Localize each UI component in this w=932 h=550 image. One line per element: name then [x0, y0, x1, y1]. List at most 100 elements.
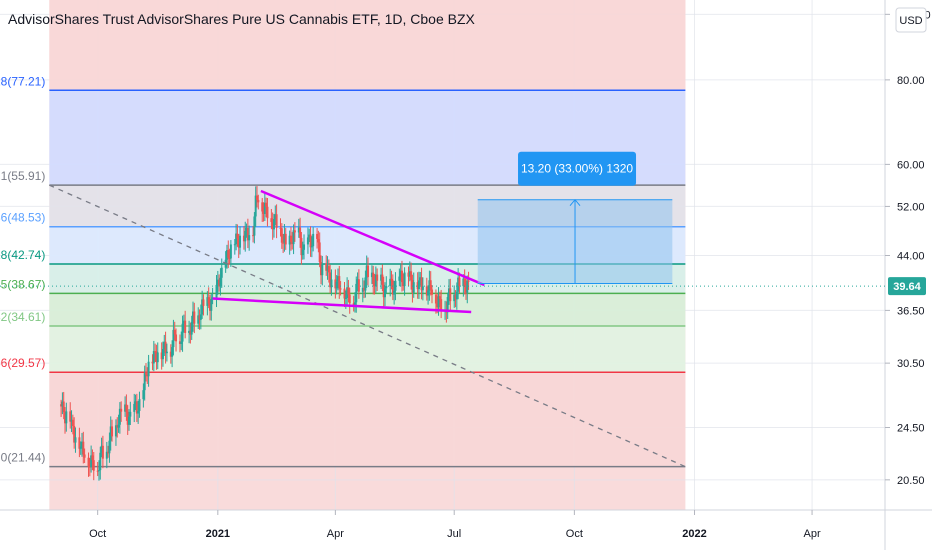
candle-body [155, 351, 158, 363]
candle-body [96, 470, 99, 472]
candle-body [419, 277, 422, 281]
price-axis[interactable]: 100.0080.0060.0052.0044.0036.5030.5024.5… [885, 9, 931, 487]
candle-body [270, 218, 273, 223]
candle-body [436, 303, 439, 308]
candle-body [147, 361, 150, 377]
candle-body [318, 242, 321, 263]
candle-body [467, 280, 470, 282]
candle-body [65, 411, 68, 424]
candle-body [120, 408, 123, 412]
candle-body [236, 233, 239, 239]
candle-body [382, 284, 385, 298]
candle-body [289, 235, 292, 242]
candle-body [317, 238, 320, 243]
candle-body [344, 297, 347, 299]
candle-body [202, 299, 205, 306]
candle-body [190, 321, 193, 335]
candle-body [62, 401, 65, 413]
candle-body [211, 297, 214, 299]
fib-level-label-0: 0(21.44) [1, 451, 46, 465]
candle-body [403, 272, 406, 287]
drawings-layer: 13.20 (33.00%) 1320 [49, 151, 686, 468]
candle-body [262, 211, 265, 214]
candle-body [364, 277, 367, 291]
candle-body [192, 311, 195, 322]
candle-body [275, 214, 278, 228]
candle-body [197, 315, 200, 324]
candle-body [146, 374, 149, 377]
y-tick-label: 52.00 [897, 201, 925, 213]
candle-body [252, 235, 255, 237]
candle-body [116, 425, 119, 428]
x-tick-label: Jul [447, 528, 461, 540]
candle-body [201, 299, 204, 315]
candle-body [80, 441, 83, 447]
fib-zone-0.236 [49, 372, 686, 467]
currency-button[interactable]: USD [895, 7, 927, 33]
candle-body [390, 278, 393, 281]
candle-body [154, 351, 157, 353]
candle-body [188, 330, 191, 333]
candle-body [300, 237, 303, 256]
candle-body [455, 291, 458, 300]
candle-body [178, 341, 181, 344]
fib-level-label-0.786: 0.786(48.53) [0, 211, 45, 225]
candle-body [101, 445, 104, 459]
candle-body [129, 411, 132, 417]
candle-body [248, 235, 251, 241]
candle-body [339, 288, 342, 290]
candle-body [453, 294, 456, 302]
candle-body [135, 401, 138, 414]
candle-body [245, 227, 248, 231]
y-tick-label: 80.00 [897, 75, 925, 87]
time-axis[interactable]: Oct 2021 Apr Jul Oct 2022 Apr [89, 510, 821, 540]
candle-body [90, 455, 93, 468]
candle-body [218, 279, 221, 287]
candle-body [114, 425, 117, 437]
candle-body [172, 329, 175, 348]
candle-body [125, 404, 128, 412]
x-tick-label: 2022 [682, 528, 706, 540]
measure-label-text: 13.20 (33.00%) 1320 [521, 162, 633, 176]
candle-body [447, 288, 450, 298]
candle-body [254, 195, 257, 217]
y-tick-label: 44.00 [897, 250, 925, 262]
candle-body [464, 287, 467, 293]
candle-body [164, 341, 167, 354]
candle-body [449, 288, 452, 302]
candle-body [393, 290, 396, 295]
candle-body [70, 419, 73, 422]
candle-body [291, 241, 294, 245]
candle-body [184, 320, 187, 333]
candle-body [134, 401, 137, 404]
candle-body [319, 262, 322, 276]
candle-body [408, 271, 411, 277]
candle-body [284, 233, 287, 245]
candle-body [87, 457, 90, 467]
candle-body [380, 274, 383, 281]
candle-body [237, 238, 240, 248]
candle-body [165, 351, 168, 354]
candle-body [61, 401, 64, 407]
candle-body [372, 272, 375, 285]
candle-body [282, 242, 285, 244]
candle-body [428, 280, 431, 291]
candle-body [181, 323, 184, 342]
candle-body [229, 244, 232, 259]
candle-body [329, 272, 332, 288]
candle-body [407, 272, 410, 277]
candle-body [227, 250, 230, 258]
candle-body [64, 412, 67, 424]
trendline-upper [260, 189, 485, 287]
candle-body [431, 289, 434, 295]
candle-body [299, 227, 302, 238]
candle-body [288, 235, 291, 245]
chart-title: AdvisorShares Trust AdvisorShares Pure U… [8, 11, 476, 27]
candle-body [266, 206, 269, 219]
y-tick-label: 24.50 [897, 422, 925, 434]
candle-body [356, 279, 359, 284]
candle-body [108, 440, 111, 454]
candle-body [421, 286, 424, 291]
candle-body [198, 315, 201, 320]
